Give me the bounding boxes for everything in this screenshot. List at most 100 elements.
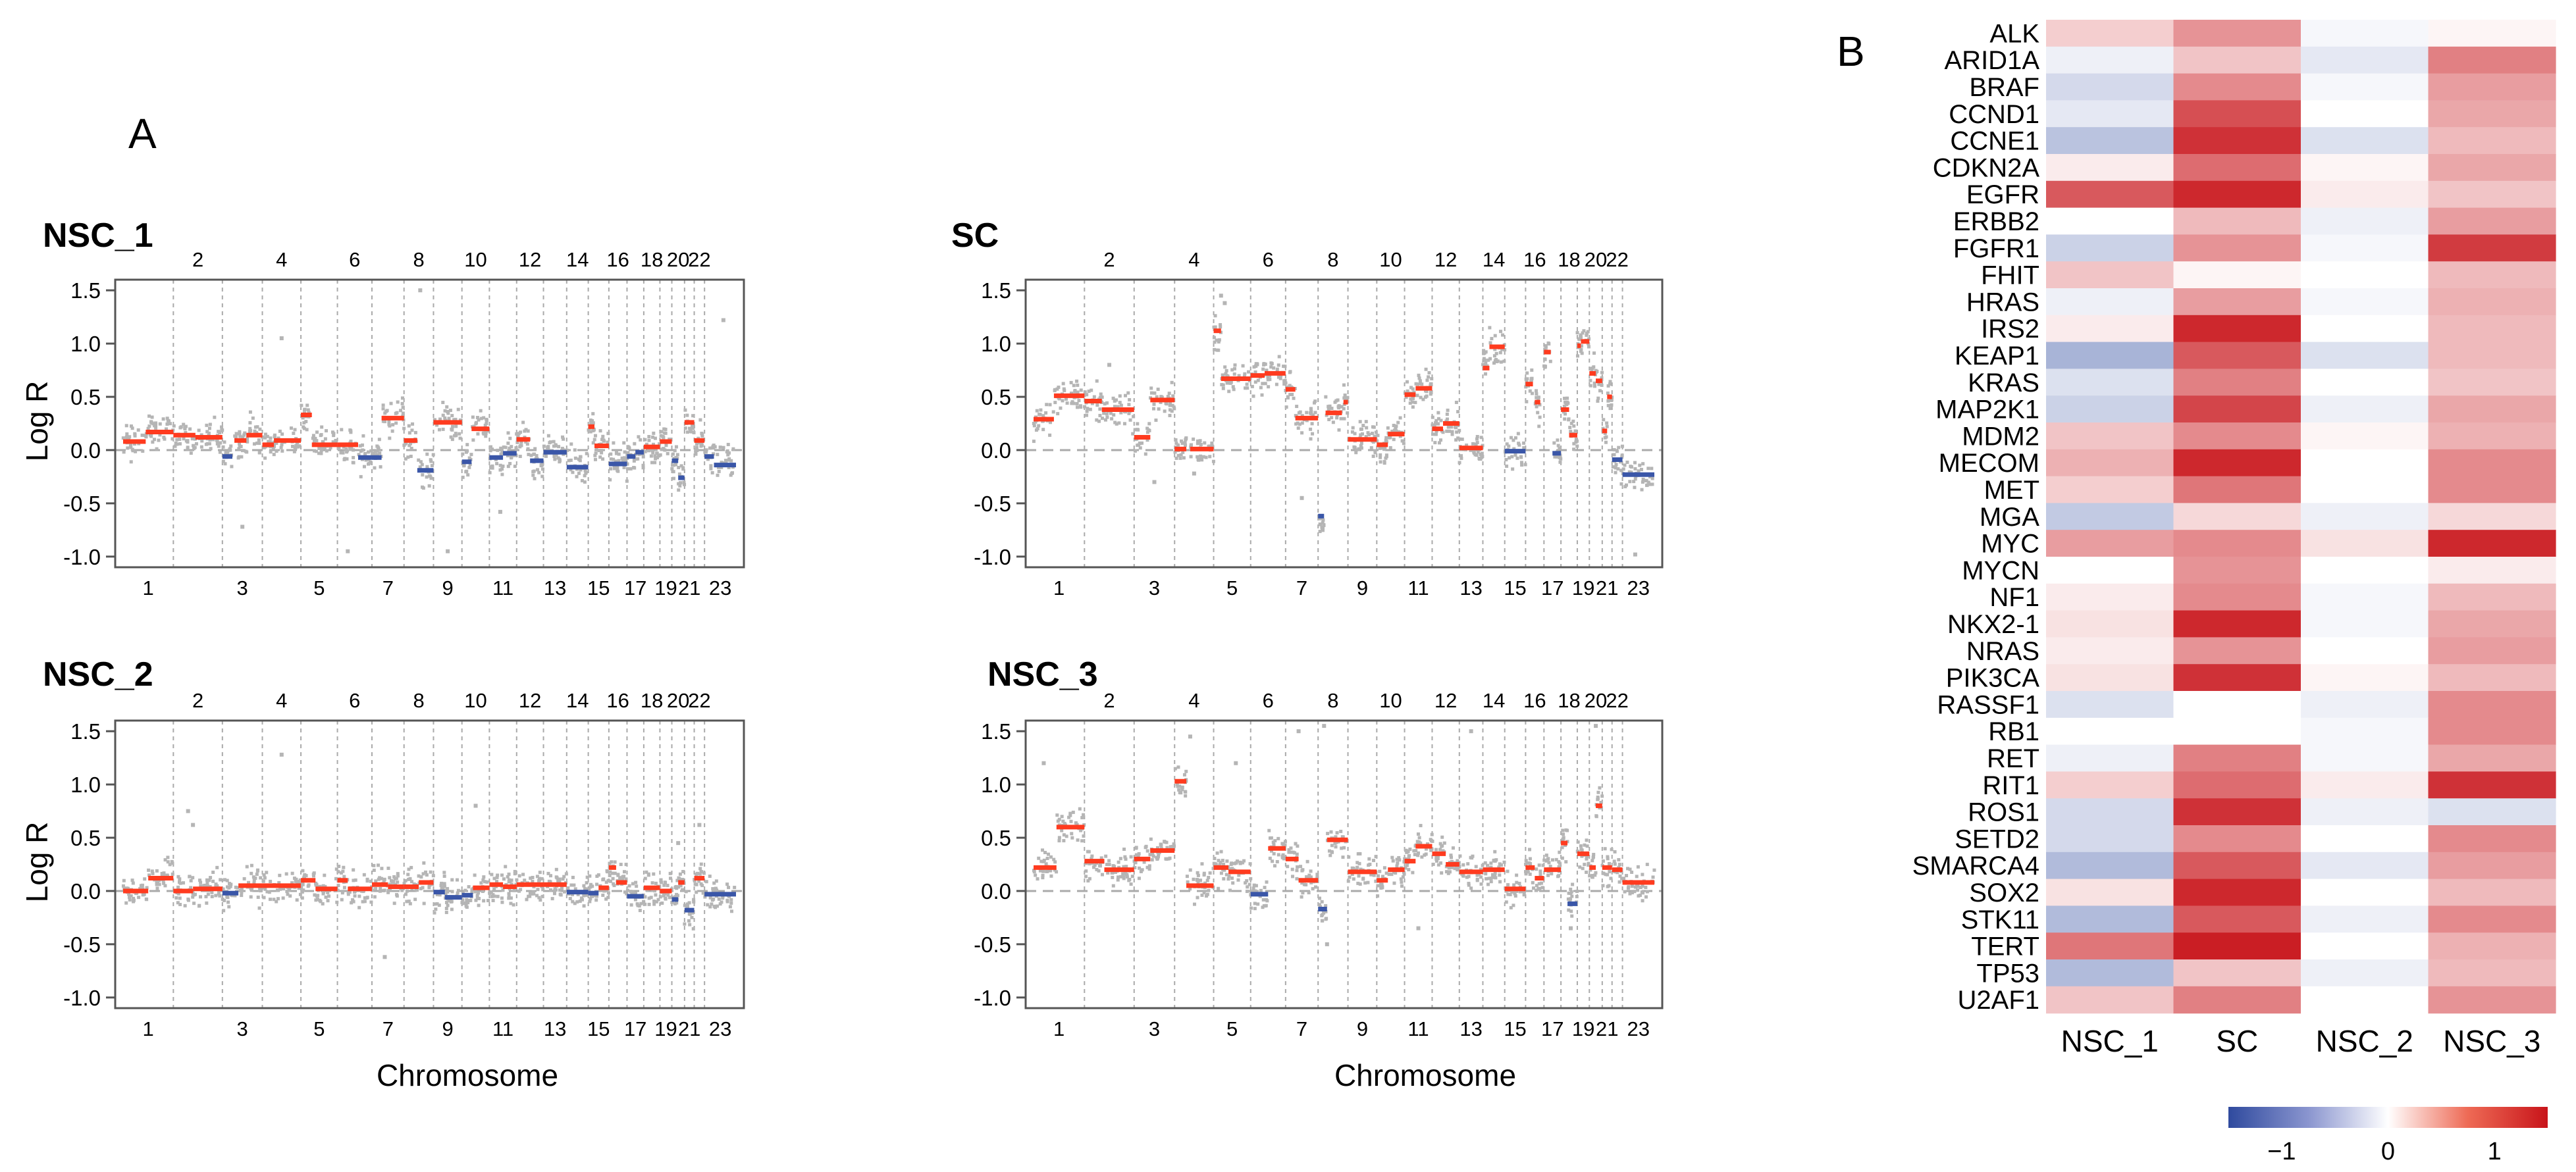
- probe-point: [664, 444, 668, 447]
- probe-point: [460, 901, 464, 905]
- probe-point: [1442, 841, 1446, 845]
- probe-point: [1530, 368, 1534, 372]
- probe-point: [400, 396, 404, 400]
- probe-point: [1294, 842, 1298, 846]
- probe-point: [162, 436, 166, 440]
- probe-point: [401, 411, 405, 415]
- probe-point: [1645, 890, 1649, 894]
- probe-point: [1535, 389, 1538, 393]
- probe-point: [1122, 865, 1126, 869]
- probe-point: [1300, 431, 1304, 435]
- probe-point: [1184, 438, 1188, 442]
- heatmap-cell: [2173, 959, 2301, 987]
- probe-point: [716, 473, 720, 477]
- probe-point: [1117, 860, 1120, 864]
- probe-point: [1126, 391, 1130, 395]
- probe-point: [1639, 886, 1643, 890]
- probe-point: [1184, 443, 1188, 447]
- probe-point: [1493, 850, 1497, 854]
- probe-point: [1300, 414, 1304, 418]
- heatmap-cell: [2173, 503, 2301, 530]
- probe-point: [382, 420, 386, 424]
- probe-point: [514, 882, 518, 886]
- probe-point: [1090, 388, 1093, 392]
- heatmap-cell: [2428, 744, 2556, 772]
- probe-point: [405, 889, 409, 893]
- probe-point: [589, 894, 593, 898]
- chromosome-label-bottom: 21: [678, 576, 700, 599]
- probe-point: [1256, 902, 1260, 906]
- probe-point: [1221, 383, 1225, 387]
- probe-point: [1580, 854, 1584, 858]
- probe-point: [431, 453, 435, 457]
- heatmap-cell: [2046, 315, 2174, 343]
- probe-point: [242, 433, 246, 437]
- probe-point: [1039, 408, 1043, 412]
- probe-point: [190, 437, 194, 441]
- heatmap-cell: [2428, 180, 2556, 209]
- probe-point: [313, 893, 317, 897]
- probe-point: [1372, 859, 1376, 863]
- chromosome-label-top: 22: [688, 689, 710, 712]
- probe-point: [508, 461, 512, 465]
- probe-point: [1459, 454, 1463, 458]
- probe-point: [1372, 873, 1376, 877]
- probe-point: [609, 457, 613, 461]
- probe-point: [1583, 843, 1587, 847]
- probe-point: [500, 896, 504, 900]
- probe-point: [1445, 429, 1449, 433]
- probe-point: [529, 453, 533, 457]
- probe-point: [1606, 399, 1610, 403]
- probe-point: [339, 451, 343, 455]
- y-tick-label: 1.0: [981, 332, 1011, 356]
- probe-point: [1080, 839, 1084, 843]
- probe-point: [499, 446, 503, 450]
- probe-point: [1267, 385, 1271, 389]
- gene-label: ARID1A: [1945, 46, 2040, 75]
- probe-point: [517, 874, 521, 878]
- probe-point: [1184, 794, 1188, 798]
- probe-point: [325, 449, 329, 453]
- probe-point: [536, 888, 540, 892]
- probe-point: [1190, 443, 1194, 447]
- probe-point: [1600, 794, 1604, 798]
- probe-point: [588, 900, 592, 904]
- probe-point: [580, 478, 584, 482]
- probe-point: [374, 887, 378, 891]
- probe-point: [720, 465, 723, 469]
- probe-point: [552, 454, 556, 458]
- probe-point: [378, 451, 382, 455]
- probe-point: [275, 449, 278, 453]
- probe-point: [631, 890, 635, 894]
- probe-point: [421, 872, 425, 876]
- probe-point: [465, 449, 469, 453]
- probe-point: [1230, 368, 1234, 372]
- probe-point: [1272, 366, 1276, 370]
- probe-point: [1399, 877, 1403, 881]
- probe-point: [420, 463, 424, 467]
- plot-frame: [114, 719, 745, 1009]
- probe-point: [688, 923, 692, 927]
- probe-point: [276, 897, 280, 901]
- heatmap-cell: [2173, 852, 2301, 880]
- probe-point: [540, 467, 544, 471]
- probe-point: [656, 898, 660, 902]
- probe-point: [1278, 376, 1282, 380]
- probe-point: [1244, 881, 1248, 885]
- probe-point: [369, 449, 373, 453]
- probe-point: [536, 468, 540, 472]
- heatmap-cell: [2428, 369, 2556, 396]
- probe-point: [189, 451, 193, 455]
- probe-point: [1535, 884, 1538, 888]
- heatmap-cell: [2046, 852, 2174, 880]
- probe-point: [142, 892, 146, 896]
- probe-point: [1196, 455, 1199, 459]
- probe-point: [1095, 418, 1099, 422]
- probe-point: [490, 894, 494, 898]
- probe-point: [1415, 394, 1419, 397]
- probe-point: [1100, 395, 1104, 399]
- probe-point: [1498, 880, 1502, 884]
- heatmap-cell: [2173, 207, 2301, 235]
- probe-point: [263, 876, 267, 880]
- probe-point: [337, 865, 341, 869]
